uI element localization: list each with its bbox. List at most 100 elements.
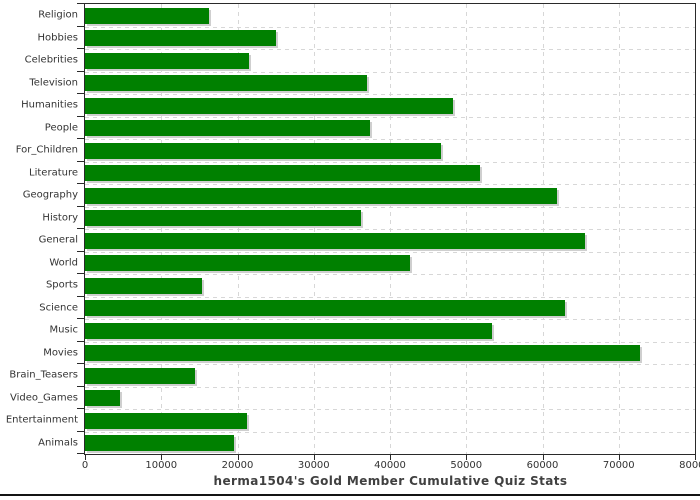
y-axis-tick [77,138,84,139]
chart-title: herma1504's Gold Member Cumulative Quiz … [213,474,568,488]
category-label: Entertainment [5,414,78,426]
bar-religion [85,7,210,24]
y-axis-tick [77,363,84,364]
bar-humanities [85,97,453,114]
bar-movies [85,345,641,361]
bar-world [85,255,410,271]
bar-sports [85,277,202,294]
bar-history [85,210,362,226]
horizontal-gridline [85,386,695,388]
y-axis-tick [77,385,84,387]
x-axis-tick [161,455,163,460]
bar-television [85,75,368,91]
x-axis-tick-label: 10000 [145,460,178,471]
category-label: Hobbies [37,32,78,44]
x-axis-tick-label: 20000 [221,460,254,471]
category-label: Literature [29,167,78,179]
bar-hobbies [85,30,276,46]
bar-brain_teasers [85,367,195,384]
y-axis-tick [77,340,84,342]
x-axis-tick-label: 80000 [679,460,700,471]
x-axis-tick [695,455,696,460]
bar-video_games [85,390,121,406]
bar-literature [85,165,480,181]
y-axis-tick [77,3,84,4]
category-label: Video_Games [10,392,78,404]
horizontal-gridline [85,409,695,410]
y-axis-tick [77,115,84,117]
category-label: Television [29,77,78,89]
x-axis-tick [466,455,468,460]
y-axis-tick [77,318,84,319]
x-axis-tick [313,455,315,460]
horizontal-gridline [85,364,695,365]
horizontal-gridline [85,116,695,118]
horizontal-gridline [85,71,695,73]
category-label: Movies [43,347,78,359]
x-axis-tick-label: 60000 [526,460,559,471]
bar-animals [85,435,234,451]
bar-celebrities [85,52,249,69]
category-label: Music [49,324,78,336]
category-label: General [38,234,78,246]
category-label: Celebrities [24,54,78,66]
horizontal-gridline [85,49,695,50]
y-axis-tick [77,408,84,409]
bar-entertainment [85,412,248,429]
horizontal-gridline [85,251,695,253]
y-axis-tick [77,160,84,162]
horizontal-gridline [85,229,695,230]
horizontal-gridline [85,274,695,275]
y-axis-tick [77,228,84,229]
category-label: Science [39,302,78,314]
y-axis-tick [77,295,84,297]
y-axis-tick [77,250,84,252]
horizontal-gridline [85,319,695,320]
category-label: History [42,212,78,224]
horizontal-gridline [85,184,695,185]
x-axis-tick-label: 30000 [297,460,330,471]
horizontal-gridline [85,341,695,343]
x-axis-tick-label: 40000 [374,460,406,471]
horizontal-gridline [85,296,695,298]
y-axis-tick [77,48,84,49]
category-label: Sports [45,279,78,291]
x-axis-tick-label: 50000 [450,460,483,471]
horizontal-gridline [85,431,695,433]
bar-music [85,322,493,339]
y-axis-tick [77,453,84,454]
y-axis-tick [77,70,84,72]
category-label: Geography [22,189,78,201]
horizontal-gridline [85,206,695,208]
horizontal-gridline [85,139,695,140]
category-label: For_Children [15,144,78,156]
y-axis-tick [77,183,84,184]
category-label: People [44,122,78,134]
y-axis-tick [77,430,84,432]
bar-people [85,120,371,136]
category-label: Religion [38,9,78,21]
category-label: Humanities [21,99,78,111]
x-axis-tick [85,455,86,460]
x-axis-tick [390,455,391,460]
category-label: Brain_Teasers [9,369,78,381]
horizontal-gridline [85,161,695,163]
x-axis-tick [542,455,544,460]
y-axis-tick [77,205,84,207]
category-label: World [49,257,78,269]
category-label: Animals [38,437,78,449]
plot-area [84,3,696,455]
x-axis-tick [618,455,620,460]
y-axis-tick [77,273,84,274]
horizontal-gridline [85,94,695,95]
bar-for_children [85,142,442,159]
horizontal-gridline [85,26,695,28]
x-axis-tick-label: 0 [81,460,89,471]
y-axis-tick [77,25,84,27]
y-axis-tick [77,93,84,94]
bottom-border-line [0,494,700,496]
bar-geography [85,187,557,204]
bar-general [85,232,586,249]
x-axis-tick-label: 70000 [602,460,635,471]
